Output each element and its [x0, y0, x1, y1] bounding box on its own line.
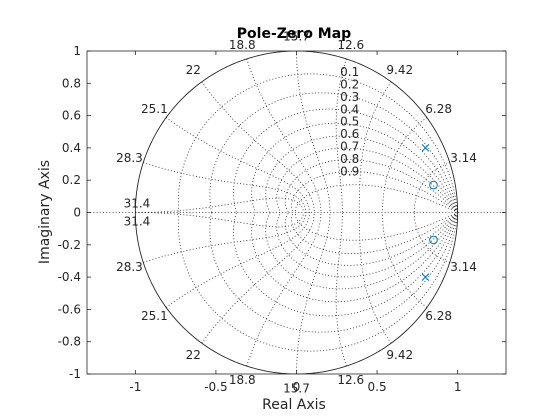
frequency-curve: [296, 51, 331, 213]
frequency-label-lower: 31.4: [124, 214, 151, 228]
frequency-label-upper: 31.4: [124, 197, 151, 211]
frequency-curve: [246, 212, 322, 367]
damping-curve: [209, 92, 459, 213]
x-tick-label: -1: [129, 380, 141, 394]
frequency-curve: [201, 212, 315, 344]
y-axis-label: Imaginary Axis: [37, 160, 53, 264]
damping-label: 0.8: [340, 152, 359, 166]
y-tick-label: 1: [73, 44, 81, 58]
frequency-label-lower: 12.6: [337, 373, 364, 387]
frequency-curve: [201, 81, 315, 213]
damping-curve: [291, 171, 458, 213]
frequency-label-upper: 25.1: [141, 102, 168, 116]
y-tick-label: 0.4: [62, 141, 81, 155]
frequency-label-upper: 22: [186, 63, 201, 77]
frequency-curve: [335, 58, 347, 213]
damping-frequency-grid: [87, 51, 506, 374]
pole-stroke: [421, 144, 430, 152]
frequency-label-upper: 15.7: [283, 29, 310, 43]
chart-title: Pole-Zero Map: [237, 26, 351, 42]
frequency-curve: [135, 197, 304, 213]
grid-labels: 0.10.20.30.40.50.60.70.80.931.428.325.12…: [116, 29, 477, 395]
zero-marker: [429, 180, 438, 190]
damping-curve: [265, 212, 458, 290]
zero-marker: [429, 235, 438, 245]
pole-stroke: [421, 273, 430, 281]
frequency-curve: [382, 212, 428, 308]
frequency-curve: [358, 81, 392, 213]
frequency-curve: [335, 212, 347, 367]
frequency-curve: [358, 212, 392, 344]
frequency-curve: [382, 117, 428, 213]
y-tick-label: -0.6: [58, 302, 81, 316]
damping-label: 0.6: [340, 127, 359, 141]
frequency-curve: [413, 212, 450, 263]
damping-curve: [177, 212, 459, 352]
frequency-label-lower: 6.28: [425, 309, 452, 323]
frequency-label-upper: 18.8: [229, 38, 256, 52]
frequency-label-lower: 28.3: [116, 260, 143, 274]
damping-curve: [233, 108, 459, 213]
damping-curve: [291, 212, 458, 254]
axes: -1 -0.5 0 0.5 1 1 0.8 0.6 0.4 0.2 0 -0.2 -0.4 -0.6 -0.…: [58, 44, 507, 394]
damping-label: 0.1: [340, 65, 359, 79]
frequency-label-lower: 9.42: [386, 348, 413, 362]
damping-curve: [251, 212, 459, 303]
frequency-label-lower: 25.1: [141, 309, 168, 323]
frequency-label-lower: 15.7: [283, 382, 310, 396]
frequency-curve: [165, 117, 310, 213]
y-tick-label: -1: [69, 367, 81, 381]
y-tick-label: 0: [73, 206, 81, 220]
x-axis-label: Real Axis: [262, 397, 326, 413]
frequency-curve: [246, 58, 322, 213]
x-tick-label: 1: [454, 380, 462, 394]
pole-marker: [421, 144, 430, 152]
x-tick-label: 0: [293, 380, 301, 394]
damping-curve: [177, 73, 459, 213]
frequency-label-upper: 12.6: [337, 38, 364, 52]
damping-curve: [209, 212, 459, 333]
frequency-label-upper: 28.3: [116, 151, 143, 165]
damping-label: 0.3: [340, 90, 359, 104]
damping-curve: [265, 135, 458, 213]
frequency-label-upper: 3.14: [450, 151, 477, 165]
damping-curve: [276, 212, 458, 278]
damping-label: 0.7: [340, 140, 359, 154]
y-tick-label: 0.2: [62, 173, 81, 187]
y-tick-label: -0.2: [58, 238, 81, 252]
pole-zero-markers: [421, 144, 438, 281]
frequency-curve: [296, 212, 331, 374]
y-tick-label: -0.4: [58, 270, 81, 284]
frequency-label-upper: 6.28: [425, 102, 452, 116]
frequency-label-lower: 3.14: [450, 260, 477, 274]
frequency-label-upper: 9.42: [386, 63, 413, 77]
damping-label: 0.5: [340, 115, 359, 129]
damping-label: 0.2: [340, 77, 359, 91]
damping-curve: [233, 212, 459, 317]
pole-marker: [421, 273, 430, 281]
damping-label: 0.4: [340, 102, 359, 116]
frequency-curve: [143, 162, 307, 213]
frequency-label-lower: 18.8: [229, 373, 256, 387]
frequency-label-lower: 22: [186, 348, 201, 362]
x-tick-label: -0.5: [204, 380, 227, 394]
frequency-curve: [143, 212, 307, 263]
damping-curve: [284, 212, 458, 266]
x-tick-label: 0.5: [368, 380, 387, 394]
y-tick-label: -0.8: [58, 335, 81, 349]
frequency-curve: [165, 212, 310, 308]
y-tick-label: 0.8: [62, 76, 81, 90]
damping-curve: [276, 147, 458, 213]
frequency-curve: [413, 162, 450, 213]
frequency-curve: [135, 212, 304, 228]
damping-curve: [284, 159, 458, 213]
y-tick-label: 0.6: [62, 109, 81, 123]
damping-label: 0.9: [340, 164, 359, 178]
